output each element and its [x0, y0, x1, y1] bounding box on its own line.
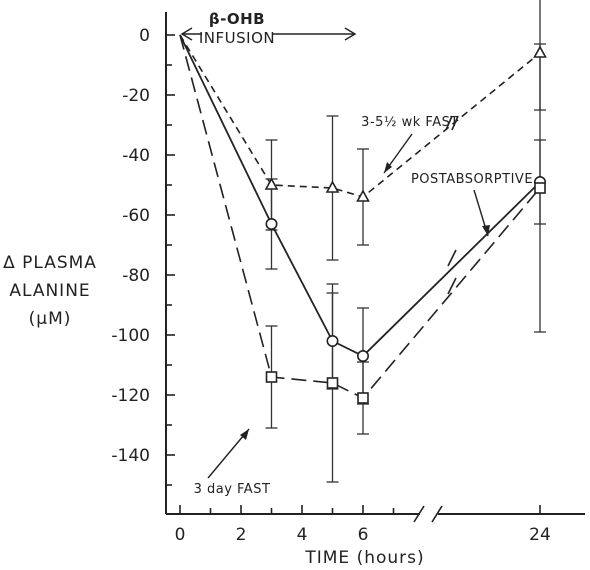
data-point-square: [534, 182, 546, 194]
x-axis-break-mark: [431, 505, 443, 523]
x-axis-break-mark: [413, 505, 425, 523]
x-tick-label: 2: [236, 525, 247, 545]
y-tick-label: -40: [122, 146, 150, 166]
series-label-postabsorptive: POSTABSORPTIVE: [411, 172, 533, 187]
y-axis-title-line-2: ALANINE: [9, 281, 90, 301]
y-tick-label: -100: [111, 326, 150, 346]
y-axis-title-line-3: (μM): [29, 309, 72, 329]
series-label-long-fast: 3-5½ wk FAST: [361, 115, 459, 130]
infusion-label-line-2: INFUSION: [199, 29, 275, 47]
y-tick-label: -80: [122, 266, 150, 286]
data-point-triangle: [325, 180, 340, 193]
line-break-mark: [445, 115, 453, 131]
error-bars: [265, 0, 546, 483]
series-line-square: [179, 34, 541, 399]
data-point-circle: [326, 334, 339, 347]
x-axis-title: TIME (hours): [304, 548, 424, 568]
x-tick-label: 24: [529, 525, 551, 545]
label-arrows: [207, 133, 490, 479]
data-point-triangle: [356, 189, 370, 202]
infusion-label-line-1: β-OHB: [209, 10, 265, 28]
data-point-triangle: [533, 45, 547, 58]
series-lines: [179, 34, 541, 399]
data-point-triangle: [264, 177, 279, 190]
line-break-mark: [451, 115, 459, 131]
y-axis-title-line-1: Δ PLASMA: [3, 253, 97, 273]
data-point-square: [326, 377, 339, 389]
y-tick-label: 0: [139, 26, 150, 46]
series-label-3day-fast: 3 day FAST: [194, 482, 271, 497]
line-break-mark: [447, 249, 457, 267]
data-point-square: [265, 371, 278, 383]
infusion-arrow: [180, 27, 357, 41]
y-tick-label: -60: [122, 206, 150, 226]
x-tick-label: 4: [297, 525, 308, 545]
y-tick-label: -120: [111, 386, 150, 406]
x-tick-label: 6: [358, 525, 369, 545]
data-point-square: [357, 392, 369, 404]
y-tick-label: -20: [122, 86, 150, 106]
x-tick-label: 0: [175, 525, 186, 545]
y-tick-label: -140: [111, 446, 150, 466]
data-point-circle: [356, 349, 369, 362]
data-point-circle: [265, 218, 278, 231]
line-break-mark: [447, 277, 457, 295]
series-markers: [264, 45, 547, 404]
